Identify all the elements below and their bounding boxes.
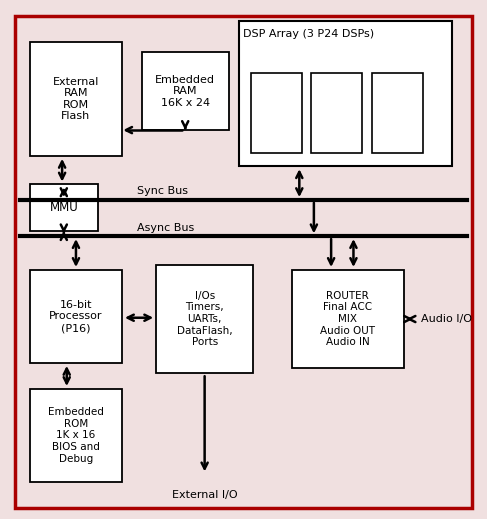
Text: Async Bus: Async Bus <box>137 223 194 233</box>
Bar <box>239 21 452 166</box>
Bar <box>251 73 302 154</box>
Bar <box>30 270 122 363</box>
Bar <box>156 265 253 373</box>
Text: 16-bit
Processor
(P16): 16-bit Processor (P16) <box>49 300 103 333</box>
Text: Audio I/O: Audio I/O <box>421 314 472 324</box>
Text: External I/O: External I/O <box>172 490 238 500</box>
Bar <box>142 52 229 130</box>
Text: Embedded
ROM
1K x 16
BIOS and
Debug: Embedded ROM 1K x 16 BIOS and Debug <box>48 407 104 463</box>
Text: DSP Array (3 P24 DSPs): DSP Array (3 P24 DSPs) <box>244 29 375 39</box>
Text: I/Os
Timers,
UARTs,
DataFlash,
Ports: I/Os Timers, UARTs, DataFlash, Ports <box>177 291 232 347</box>
Text: Embedded
RAM
16K x 24: Embedded RAM 16K x 24 <box>155 75 215 108</box>
Bar <box>292 270 404 368</box>
Bar <box>312 73 362 154</box>
Bar <box>30 42 122 156</box>
Text: MMU: MMU <box>50 201 78 214</box>
Text: ROUTER
Final ACC
MIX
Audio OUT
Audio IN: ROUTER Final ACC MIX Audio OUT Audio IN <box>320 291 375 347</box>
Text: Sync Bus: Sync Bus <box>137 186 187 196</box>
Text: External
RAM
ROM
Flash: External RAM ROM Flash <box>53 77 99 121</box>
Bar <box>30 184 98 231</box>
Bar <box>372 73 423 154</box>
Bar <box>30 389 122 482</box>
